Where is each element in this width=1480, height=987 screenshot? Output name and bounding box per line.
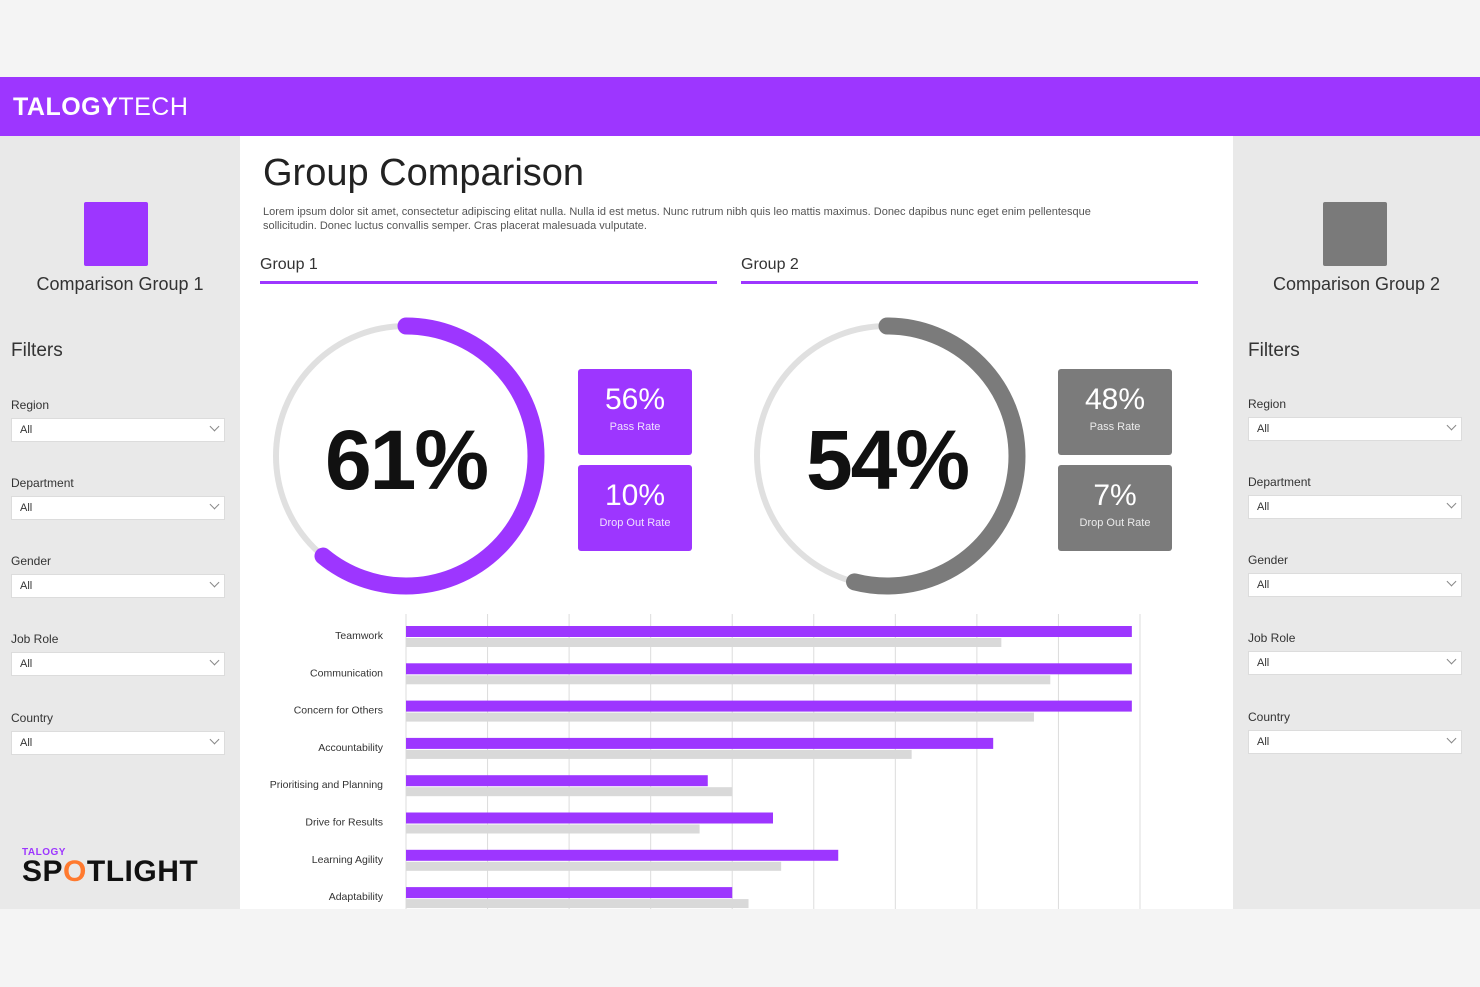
filter-job-role: Job Role All [1248, 631, 1462, 675]
bar-group-2 [406, 638, 1002, 647]
group2-color-swatch [1323, 202, 1387, 266]
stat-value: 48% [1084, 383, 1146, 416]
stat-label: Pass Rate [609, 421, 661, 433]
chevron-down-icon [1446, 576, 1457, 587]
bar-group-2 [406, 861, 782, 871]
page-title: Group Comparison [263, 152, 585, 194]
filter-label: Gender [11, 554, 52, 568]
region-select[interactable]: All [11, 418, 225, 442]
filter-department: Department All [11, 476, 225, 520]
filter-label: Country [11, 711, 54, 725]
category-label: Drive for Results [305, 817, 383, 829]
group1-gauge-value: 61% [324, 413, 489, 507]
bar-group-2 [406, 675, 1051, 685]
tab-group-2[interactable]: Group 2 [741, 256, 1198, 284]
group1-gauge-ring [267, 317, 545, 595]
job-role-select[interactable]: All [11, 652, 225, 676]
group1-dropout-rate-card: 10% Drop Out Rate [578, 465, 692, 551]
page-description: Lorem ipsum dolor sit amet, consectetur … [263, 206, 1091, 232]
category-label: Communication [310, 667, 383, 679]
filter-job-role: Job Role All [11, 632, 225, 676]
filter-gender: Gender All [1248, 553, 1462, 597]
chevron-down-icon [1446, 498, 1457, 509]
filter-region: Region All [11, 398, 225, 442]
filter-label: Country [1248, 710, 1291, 724]
department-select[interactable]: All [11, 496, 225, 520]
group2-dropout-rate-card: 7% Drop Out Rate [1058, 465, 1172, 551]
job-role-select[interactable]: All [1248, 651, 1462, 675]
filter-country: Country All [1248, 710, 1462, 754]
filter-label: Job Role [11, 632, 59, 646]
brand-logo[interactable]: TALOGYTECH [13, 93, 189, 121]
right-panel: Comparison Group 2 Filters Region All De… [1233, 136, 1480, 909]
left-panel: Comparison Group 1 Filters Region All De… [0, 136, 240, 909]
chevron-down-icon [209, 655, 220, 666]
filter-department: Department All [1248, 475, 1462, 519]
bar-group-2 [406, 712, 1034, 722]
filter-gender: Gender All [11, 554, 225, 598]
chevron-down-icon [1446, 420, 1457, 431]
country-select[interactable]: All [11, 731, 225, 755]
group1-name: Comparison Group 1 [36, 274, 204, 294]
bar-group-1 [406, 849, 839, 861]
bar-group-1 [406, 626, 1132, 637]
bar-group-2 [406, 824, 700, 834]
filter-label: Department [11, 476, 74, 490]
bar-group-2 [406, 749, 912, 759]
bar-group-1 [406, 887, 733, 899]
group2-gauge: 54% [747, 314, 1027, 598]
group2-gauge-value: 54% [805, 413, 970, 507]
category-label: Adaptability [329, 891, 384, 903]
group1-color-swatch [84, 202, 148, 266]
chevron-down-icon [1446, 733, 1457, 744]
stat-label: Pass Rate [1089, 421, 1141, 433]
category-label: Prioritising and Planning [270, 779, 383, 791]
main-content: Group Comparison Lorem ipsum dolor sit a… [240, 136, 1233, 909]
category-label: Accountability [318, 742, 384, 754]
category-label: Learning Agility [312, 854, 384, 866]
bar-group-2 [406, 899, 749, 909]
competency-bar-chart: Teamwork Communication Concern for Others A… [270, 614, 1141, 909]
bar-group-2 [406, 787, 733, 797]
group2-gauge-ring [748, 317, 1026, 595]
department-select[interactable]: All [1248, 495, 1462, 519]
group1-gauge: 61% [266, 314, 546, 598]
bar-group-1 [406, 663, 1132, 675]
stat-value: 10% [604, 479, 666, 512]
filter-label: Job Role [1248, 631, 1296, 645]
bar-group-1 [406, 775, 708, 787]
gender-select[interactable]: All [11, 574, 225, 598]
chevron-down-icon [209, 734, 220, 745]
category-label: Concern for Others [294, 705, 383, 717]
bar-group-1 [406, 700, 1132, 712]
group2-pass-rate-card: 48% Pass Rate [1058, 369, 1172, 455]
group1-pass-rate-card: 56% Pass Rate [578, 369, 692, 455]
filter-label: Region [11, 398, 50, 412]
bar-group-1 [406, 812, 773, 824]
bar-group-1 [406, 737, 994, 749]
stat-label: Drop Out Rate [1079, 517, 1151, 529]
filter-country: Country All [11, 711, 225, 755]
stat-value: 7% [1093, 479, 1137, 512]
filter-region: Region All [1248, 397, 1462, 441]
chevron-down-icon [209, 577, 220, 588]
filters-title: Filters [11, 340, 63, 361]
tab-group-1[interactable]: Group 1 [260, 256, 717, 284]
country-select[interactable]: All [1248, 730, 1462, 754]
chevron-down-icon [209, 499, 220, 510]
chevron-down-icon [1446, 654, 1457, 665]
filter-label: Department [1248, 475, 1311, 489]
category-label: Teamwork [335, 630, 384, 642]
top-bar: TALOGYTECH [0, 77, 1480, 136]
stat-label: Drop Out Rate [599, 517, 671, 529]
filter-label: Gender [1248, 553, 1289, 567]
gender-select[interactable]: All [1248, 573, 1462, 597]
spotlight-logo: TALOGY SPOTLIGHT [22, 847, 199, 888]
filter-label: Region [1248, 397, 1287, 411]
chevron-down-icon [209, 421, 220, 432]
group2-name: Comparison Group 2 [1272, 274, 1441, 294]
stat-value: 56% [604, 383, 666, 416]
filters-title: Filters [1248, 340, 1300, 361]
region-select[interactable]: All [1248, 417, 1462, 441]
